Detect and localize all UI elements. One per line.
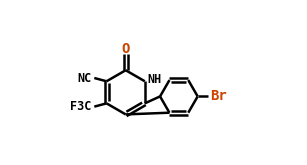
Text: Br: Br [210,89,227,103]
Text: O: O [122,42,130,56]
Text: NH: NH [147,73,161,86]
Text: NC: NC [78,71,92,84]
Text: F3C: F3C [71,100,92,113]
